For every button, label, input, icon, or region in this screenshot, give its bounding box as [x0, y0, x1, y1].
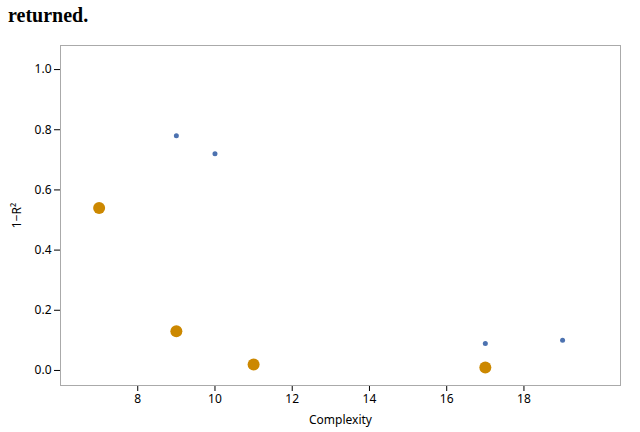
svg-text:0.0: 0.0	[35, 361, 52, 378]
svg-text:16: 16	[440, 390, 454, 407]
svg-text:12: 12	[285, 390, 299, 407]
svg-text:0.6: 0.6	[35, 181, 52, 198]
svg-text:1.0: 1.0	[35, 60, 52, 77]
svg-text:Complexity: Complexity	[309, 411, 373, 428]
svg-text:14: 14	[363, 390, 377, 407]
svg-text:1−R²: 1−R²	[8, 203, 25, 228]
svg-text:8: 8	[134, 390, 141, 407]
html-text:returned.: returned.	[8, 4, 89, 26]
svg-text:0.8: 0.8	[35, 121, 52, 138]
svg-text:0.2: 0.2	[35, 301, 52, 318]
svg-text:18: 18	[517, 390, 531, 407]
svg-text:0.4: 0.4	[35, 241, 52, 258]
svg-text:10: 10	[208, 390, 222, 407]
